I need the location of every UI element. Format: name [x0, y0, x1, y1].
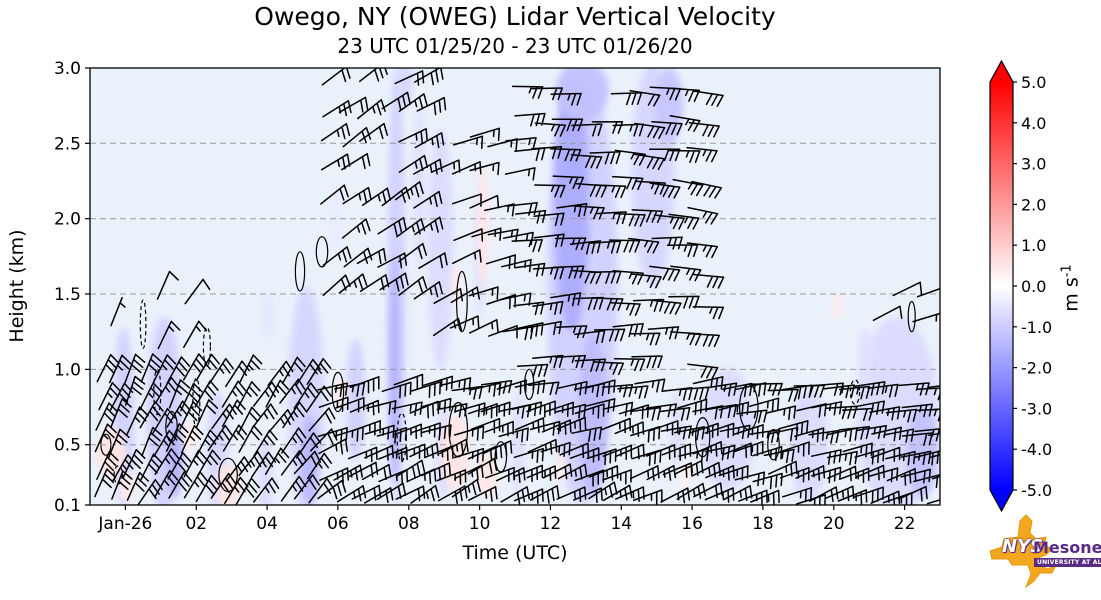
x-tick-label: Jan-26 — [97, 514, 152, 534]
colorbar-tick-label: -3.0 — [1021, 399, 1052, 418]
chart-subtitle: 23 UTC 01/25/20 - 23 UTC 01/26/20 — [337, 34, 693, 58]
colorbar-tick-label: -4.0 — [1021, 440, 1052, 459]
colorbar-tick-label: 5.0 — [1021, 73, 1046, 92]
logo-tagline: UNIVERSITY AT ALBANY — [1034, 558, 1101, 567]
colorbar-tick-label: -2.0 — [1021, 359, 1052, 378]
x-axis — [124, 505, 906, 510]
y-tick-label: 0.1 — [54, 496, 81, 516]
colorbar-tick-label: 4.0 — [1021, 114, 1046, 133]
nys-mesonet-logo: NYS Mesonet UNIVERSITY AT ALBANY — [982, 511, 1101, 597]
x-tick-label: 14 — [610, 514, 632, 534]
colorbar-tick-label: 2.0 — [1021, 195, 1046, 214]
colorbar-unit-label: m s-1 — [1059, 264, 1082, 311]
gridlines — [90, 142, 940, 446]
y-tick-label: 2.0 — [54, 210, 81, 230]
x-tick-label: 06 — [327, 514, 349, 534]
colorbar-tick-label: 0.0 — [1021, 277, 1046, 296]
colorbar-arrow-down — [990, 490, 1013, 511]
colorbar: 5.0 4.0 3.0 2.0 1.0 0.0 -1.0 -2.0 -3.0 -4.0 -5.0 — [989, 59, 1052, 513]
x-tick-label: 10 — [469, 514, 491, 534]
colorbar-arrow-up — [990, 61, 1013, 82]
nys-state-shape — [989, 514, 1058, 589]
colorbar-tick-label: 3.0 — [1021, 155, 1046, 174]
chart-title: Owego, NY (OWEG) Lidar Vertical Velocity — [254, 2, 776, 31]
y-tick-label: 1.5 — [54, 285, 81, 305]
colorbar-unit-base: m s — [1060, 277, 1083, 312]
y-axis-label: Height (km) — [6, 229, 28, 343]
colorbar-tick-label: -1.0 — [1021, 318, 1052, 337]
colorbar-tick-label: -5.0 — [1021, 481, 1052, 500]
y-tick-label: 1.0 — [54, 360, 81, 380]
x-tick-label: 12 — [540, 514, 562, 534]
y-tick-label: 0.5 — [54, 436, 81, 456]
x-tick-label: 18 — [752, 514, 774, 534]
wind-barbs — [94, 68, 940, 505]
colorbar-tick-label: 1.0 — [1021, 236, 1046, 255]
axes-frame — [89, 67, 941, 506]
x-axis-label: Time (UTC) — [462, 542, 568, 564]
logo-org-abbr: NYS — [1002, 536, 1044, 557]
x-tick-label: 08 — [398, 514, 420, 534]
x-tick-labels: Jan-26 02 04 06 08 10 12 14 16 18 20 22 — [97, 514, 915, 534]
x-tick-label: 20 — [823, 514, 845, 534]
y-tick-label: 2.5 — [54, 134, 81, 154]
x-tick-label: 22 — [894, 514, 916, 534]
x-tick-label: 04 — [256, 514, 278, 534]
y-tick-label: 3.0 — [54, 59, 81, 79]
logo-org-name: Mesonet — [1033, 538, 1101, 557]
colorbar-unit-exponent: -1 — [1059, 264, 1075, 278]
x-tick-label: 16 — [681, 514, 703, 534]
y-tick-labels: 3.0 2.5 2.0 1.5 1.0 0.5 0.1 — [54, 59, 81, 516]
y-axis — [85, 67, 90, 506]
x-tick-label: 02 — [185, 514, 207, 534]
